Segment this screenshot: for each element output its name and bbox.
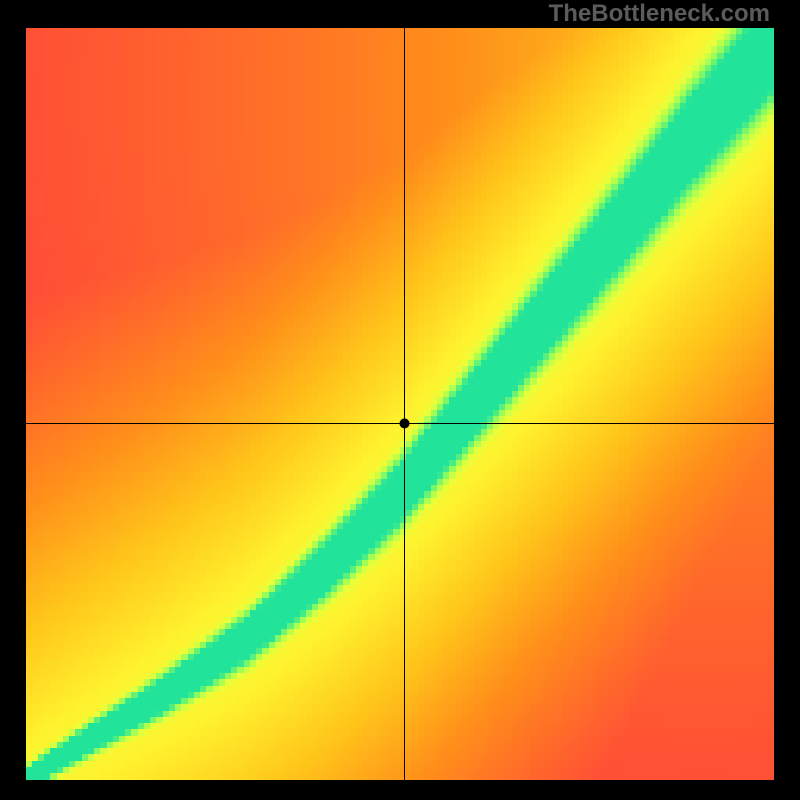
watermark-text: TheBottleneck.com (549, 0, 770, 28)
bottleneck-heatmap (26, 28, 774, 780)
chart-container: TheBottleneck.com (0, 0, 800, 800)
